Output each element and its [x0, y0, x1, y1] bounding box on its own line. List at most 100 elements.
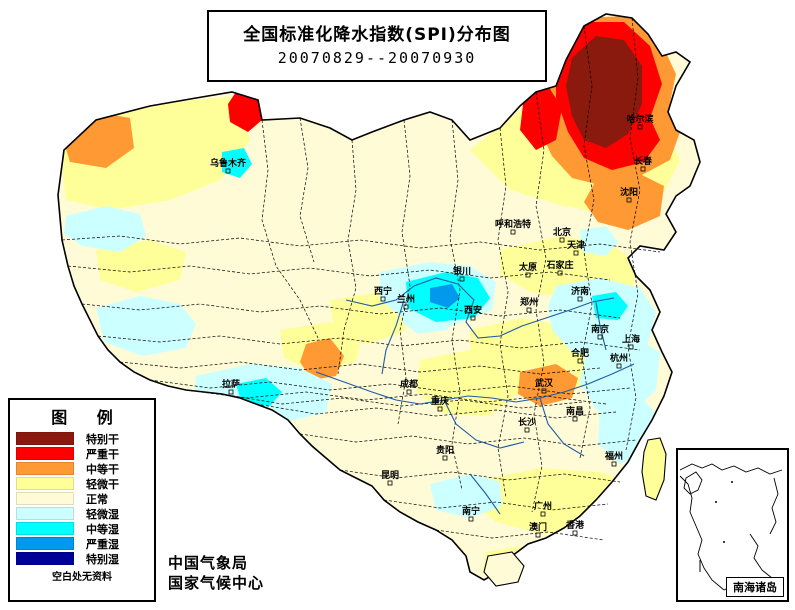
- svg-text:西宁: 西宁: [374, 285, 392, 297]
- province-boundaries: [61, 17, 661, 541]
- legend-label: 严重湿: [86, 537, 119, 551]
- svg-text:广州: 广州: [534, 500, 552, 512]
- city-marker: 杭州: [610, 352, 628, 369]
- class-extremely-dry: [566, 36, 642, 148]
- city-marker: 天津: [567, 239, 585, 256]
- rivers: [315, 277, 635, 515]
- svg-text:石家庄: 石家庄: [545, 259, 573, 271]
- svg-text:银川: 银川: [453, 265, 471, 277]
- city-marker: 沈阳: [620, 186, 638, 203]
- svg-text:南昌: 南昌: [566, 405, 584, 417]
- svg-text:长沙: 长沙: [518, 416, 536, 428]
- hainan-island: [483, 551, 525, 587]
- svg-text:天津: 天津: [567, 239, 585, 251]
- city-marker: 郑州: [520, 296, 538, 313]
- city-marker: 北京: [553, 226, 571, 243]
- svg-text:郑州: 郑州: [520, 296, 538, 308]
- page-title: 全国标准化降水指数(SPI)分布图: [243, 24, 511, 45]
- svg-text:济南: 济南: [571, 285, 589, 297]
- south-china-sea-inset: 南海诸岛: [676, 448, 789, 602]
- city-marker: 石家庄: [545, 259, 574, 276]
- svg-text:乌鲁木齐: 乌鲁木齐: [210, 157, 247, 169]
- national-boundary: [57, 13, 701, 581]
- city-marker: 贵阳: [436, 444, 454, 461]
- svg-text:上海: 上海: [622, 333, 640, 345]
- legend-swatch: [16, 477, 74, 490]
- city-marker: 乌鲁木齐: [210, 157, 247, 174]
- city-marker: 南京: [591, 323, 609, 340]
- svg-text:重庆: 重庆: [431, 395, 449, 407]
- city-marker: 济南: [571, 285, 589, 302]
- legend-swatch: [16, 432, 74, 445]
- svg-text:呼和浩特: 呼和浩特: [495, 218, 531, 230]
- legend-label: 严重干: [86, 447, 119, 461]
- title-box: 全国标准化降水指数(SPI)分布图 20070829--20070930: [207, 10, 547, 82]
- svg-text:贵阳: 贵阳: [436, 444, 454, 456]
- legend-swatch: [16, 447, 74, 460]
- legend-rows: 特别干 严重干 中等干 轻微干 正常 轻微湿: [10, 431, 154, 566]
- taiwan-island: [641, 437, 667, 501]
- legend-label: 中等干: [86, 462, 119, 476]
- legend-item: 中等湿: [10, 521, 154, 536]
- legend-label: 轻微湿: [86, 507, 119, 521]
- city-marker: 澳门: [529, 521, 547, 538]
- svg-text:沈阳: 沈阳: [620, 186, 638, 198]
- credit-block: 中国气象局 国家气候中心: [168, 553, 264, 594]
- legend-item: 轻微干: [10, 476, 154, 491]
- svg-text:昆明: 昆明: [381, 470, 399, 481]
- date-range: 20070829--20070930: [277, 49, 477, 68]
- city-marker: 广州: [534, 500, 552, 517]
- legend-label: 中等湿: [86, 522, 119, 536]
- svg-text:北京: 北京: [553, 226, 571, 238]
- svg-text:哈尔滨: 哈尔滨: [626, 113, 653, 125]
- legend-item: 特别湿: [10, 551, 154, 566]
- svg-text:成都: 成都: [400, 378, 418, 390]
- svg-text:杭州: 杭州: [610, 352, 628, 364]
- city-marker: 武汉: [535, 377, 554, 394]
- city-marker: 重庆: [431, 395, 449, 412]
- legend: 图 例 特别干 严重干 中等干 轻微干 正常: [8, 398, 156, 602]
- legend-label: 轻微干: [86, 477, 119, 491]
- city-marker: 拉萨: [222, 378, 240, 395]
- legend-swatch: [16, 492, 74, 505]
- legend-nodata-note: 空白处无资料: [52, 572, 112, 583]
- legend-label: 正常: [86, 492, 108, 506]
- city-marker: 太原: [518, 261, 537, 278]
- legend-label: 特别湿: [86, 552, 119, 566]
- city-marker: 西宁: [374, 285, 392, 302]
- legend-label: 特别干: [86, 432, 119, 446]
- legend-item: 轻微湿: [10, 506, 154, 521]
- city-marker: 合肥: [571, 347, 589, 364]
- credit-line-2: 国家气候中心: [168, 574, 265, 593]
- legend-heading: 图 例: [51, 408, 125, 427]
- city-marker: 长沙: [518, 416, 536, 433]
- legend-swatch: [16, 507, 74, 520]
- city-marker: 南宁: [462, 505, 480, 522]
- svg-text:香港: 香港: [565, 519, 585, 531]
- legend-swatch: [16, 522, 74, 535]
- city-marker: 上海: [622, 333, 640, 350]
- svg-text:兰州: 兰州: [397, 293, 415, 305]
- city-marker: 成都: [400, 378, 418, 395]
- credit-line-1: 中国气象局: [168, 554, 249, 572]
- svg-text:拉萨: 拉萨: [222, 378, 240, 390]
- city-marker: 兰州: [397, 293, 415, 310]
- city-marker: 香港: [565, 519, 585, 536]
- svg-text:合肥: 合肥: [571, 347, 589, 359]
- city-marker: 呼和浩特: [495, 218, 531, 235]
- city-marker: 哈尔滨: [626, 113, 654, 130]
- legend-swatch: [16, 462, 74, 475]
- legend-item: 严重湿: [10, 536, 154, 551]
- svg-text:澳门: 澳门: [529, 521, 547, 533]
- svg-text:南宁: 南宁: [462, 505, 480, 517]
- legend-item: 严重干: [10, 446, 154, 461]
- svg-text:南京: 南京: [591, 323, 609, 335]
- city-marker: 长春: [634, 155, 653, 172]
- inset-label: 南海诸岛: [726, 577, 784, 597]
- city-marker: 昆明: [381, 470, 399, 486]
- city-marker: 南昌: [566, 405, 584, 422]
- svg-text:西安: 西安: [464, 304, 482, 316]
- svg-text:太原: 太原: [518, 261, 537, 273]
